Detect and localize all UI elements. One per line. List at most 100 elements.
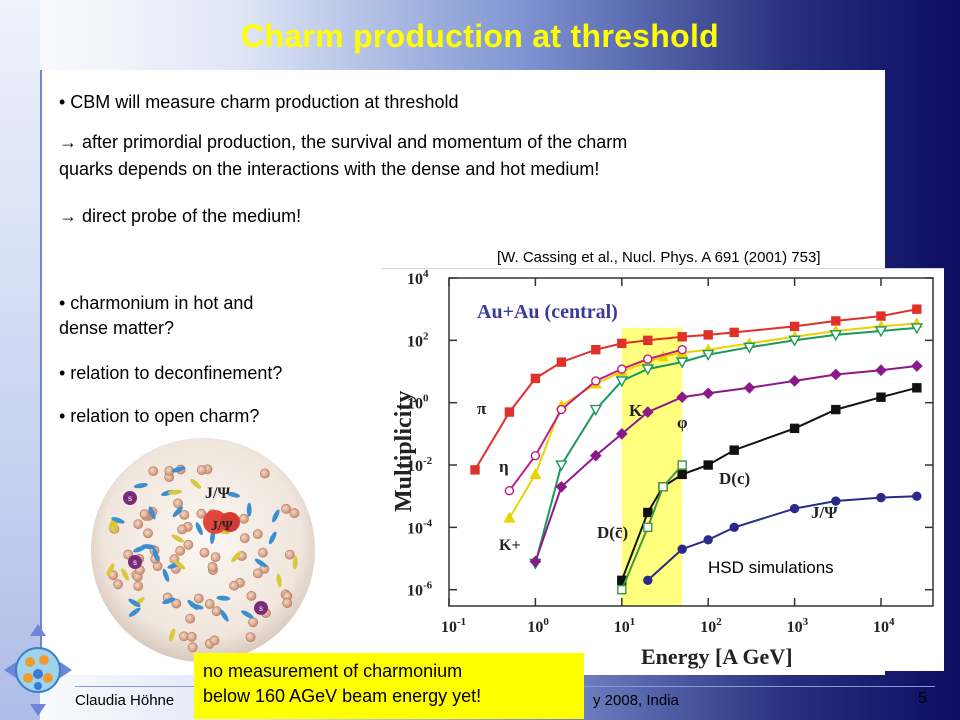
hadron-dot [185, 613, 195, 624]
data-point [556, 404, 567, 415]
data-point [831, 404, 841, 415]
hadron-dot [209, 635, 220, 646]
data-point [702, 349, 715, 361]
data-point [729, 327, 739, 338]
data-point [617, 338, 627, 349]
data-point [643, 575, 653, 586]
data-point [729, 522, 739, 533]
data-point [529, 555, 542, 568]
data-point [703, 460, 713, 470]
hadron-dot [252, 529, 263, 540]
hadron-dot [282, 598, 293, 608]
data-point [910, 360, 923, 372]
plot-frame [448, 277, 934, 607]
data-point [788, 335, 801, 347]
x-tick-label: 10-1 [441, 616, 466, 636]
data-point [658, 482, 668, 492]
footer-author: Claudia Höhne [75, 692, 175, 709]
data-point [589, 449, 602, 462]
series-label: D(c) [719, 469, 750, 488]
hadron-dot [289, 508, 300, 519]
y-tick-label: 104 [407, 268, 429, 288]
data-point [677, 460, 687, 470]
x-tick-label: 104 [873, 616, 895, 636]
hadron-dot [245, 632, 256, 642]
data-point [589, 404, 602, 417]
hadron-dot [281, 504, 291, 514]
hadron-dot [196, 465, 207, 475]
gluon-ellipses [106, 466, 298, 642]
data-point [617, 585, 627, 595]
hadron-dot [175, 546, 186, 556]
hadron-dot [238, 513, 249, 524]
data-point [504, 407, 515, 417]
strange-quark [123, 491, 137, 505]
hadron-dot [204, 599, 215, 609]
bullet-cbm: • CBM will measure charm production at t… [59, 92, 459, 112]
data-point [876, 392, 886, 402]
left-accent-bar [0, 0, 40, 720]
gluon [276, 573, 282, 588]
data-point [643, 522, 653, 533]
hadron-dot [171, 598, 182, 609]
hadron-dot [139, 509, 150, 520]
jpsi-anticharm [220, 512, 240, 532]
hadron-dot [148, 466, 159, 477]
hadron-dot [199, 547, 210, 558]
bullet-charmonium: • charmonium in hot and [59, 293, 254, 313]
data-point [831, 316, 841, 326]
series-label: η [499, 457, 509, 476]
data-point [470, 465, 480, 475]
series-line [534, 365, 917, 562]
series-label: D(c̄) [597, 523, 628, 542]
data-point [875, 364, 887, 377]
data-point [530, 373, 541, 384]
jpsi-label-2: J/Ψ [211, 519, 233, 534]
data-point [876, 492, 886, 503]
data-point [591, 345, 601, 355]
x-tick-label: 100 [527, 616, 549, 636]
data-point [615, 428, 628, 440]
hadron-dot [211, 606, 222, 617]
gluon [167, 489, 182, 495]
gluon [152, 547, 159, 562]
note-line-1: no measurement of charmonium [203, 661, 463, 681]
strange-quark [254, 601, 268, 615]
highlight-band [621, 328, 683, 606]
y-axis-label: Multiplicity [391, 391, 417, 512]
x-axis-label: Energy [A GeV] [641, 644, 793, 669]
gluon [195, 522, 203, 536]
hadron-dot [133, 519, 144, 529]
hadron-dot [210, 552, 221, 562]
series-line [620, 386, 918, 581]
series-label: π [477, 399, 487, 418]
gluon [268, 531, 277, 545]
hadron-dot [196, 508, 207, 519]
gluon [128, 598, 141, 608]
gluon [241, 610, 254, 619]
series-line [508, 322, 917, 519]
gluon [106, 563, 115, 576]
left-rule [40, 70, 42, 660]
hadron-dot [187, 642, 198, 653]
data-point [874, 326, 888, 338]
gluon [272, 509, 280, 523]
gluon [148, 506, 156, 520]
data-point [743, 342, 756, 354]
gluon [171, 466, 186, 473]
gluon [246, 502, 252, 517]
data-point [675, 357, 689, 369]
hadron-dot [193, 593, 204, 604]
hadron-dot [246, 590, 257, 601]
bullet-deconfinement: • relation to deconfinement? [59, 363, 283, 383]
hadron-dot [183, 539, 194, 550]
data-point [703, 535, 713, 545]
data-point [743, 381, 756, 394]
data-point [555, 480, 568, 493]
data-point [910, 323, 924, 335]
series-label: J/Ψ [811, 503, 838, 522]
arrow-line-3: → direct probe of the medium! [59, 206, 302, 226]
data-point [529, 468, 542, 480]
data-point [643, 507, 653, 518]
data-point [677, 345, 687, 355]
